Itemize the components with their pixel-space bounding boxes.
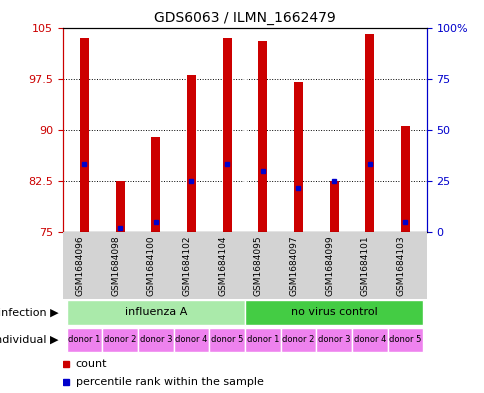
Text: donor 5: donor 5 (211, 336, 243, 344)
Bar (115, 181, 124, 232)
Bar (244, 327, 280, 352)
Text: donor 1: donor 1 (246, 336, 278, 344)
Bar (244, 300, 423, 325)
Text: GSM1684100: GSM1684100 (147, 235, 155, 296)
Text: GSM1684095: GSM1684095 (253, 235, 262, 296)
Bar (316, 327, 351, 352)
Text: GSM1684101: GSM1684101 (360, 235, 369, 296)
Text: GSM1684098: GSM1684098 (111, 235, 120, 296)
Bar (258, 41, 267, 232)
Text: donor 2: donor 2 (104, 336, 136, 344)
Text: GSM1684099: GSM1684099 (324, 235, 333, 296)
Text: donor 4: donor 4 (353, 336, 385, 344)
Text: GSM1684097: GSM1684097 (289, 235, 298, 296)
Bar (364, 34, 374, 232)
Text: donor 3: donor 3 (139, 336, 172, 344)
Bar (173, 327, 209, 352)
Bar (222, 38, 231, 232)
Text: percentile rank within the sample: percentile rank within the sample (76, 377, 263, 387)
Text: donor 2: donor 2 (282, 336, 314, 344)
Bar (329, 181, 338, 232)
Bar (293, 82, 302, 232)
Text: individual ▶: individual ▶ (0, 335, 58, 345)
Text: donor 5: donor 5 (389, 336, 421, 344)
Text: GSM1684104: GSM1684104 (218, 235, 227, 296)
Bar (400, 126, 409, 232)
Bar (209, 327, 244, 352)
Text: no virus control: no virus control (290, 307, 377, 318)
Text: donor 3: donor 3 (317, 336, 349, 344)
Bar (66, 300, 244, 325)
Text: donor 4: donor 4 (175, 336, 207, 344)
Text: influenza A: influenza A (124, 307, 186, 318)
Text: GSM1684103: GSM1684103 (395, 235, 405, 296)
Bar (280, 327, 316, 352)
Bar (151, 136, 160, 232)
Bar (387, 327, 423, 352)
Title: GDS6063 / ILMN_1662479: GDS6063 / ILMN_1662479 (154, 11, 335, 25)
Bar (187, 75, 196, 232)
Bar (102, 327, 137, 352)
Bar (351, 327, 387, 352)
Text: count: count (76, 359, 107, 369)
Text: donor 1: donor 1 (68, 336, 100, 344)
Bar (66, 327, 102, 352)
Bar (80, 38, 89, 232)
Bar (137, 327, 173, 352)
Text: GSM1684096: GSM1684096 (76, 235, 84, 296)
Text: GSM1684102: GSM1684102 (182, 235, 191, 296)
Text: infection ▶: infection ▶ (0, 307, 58, 318)
